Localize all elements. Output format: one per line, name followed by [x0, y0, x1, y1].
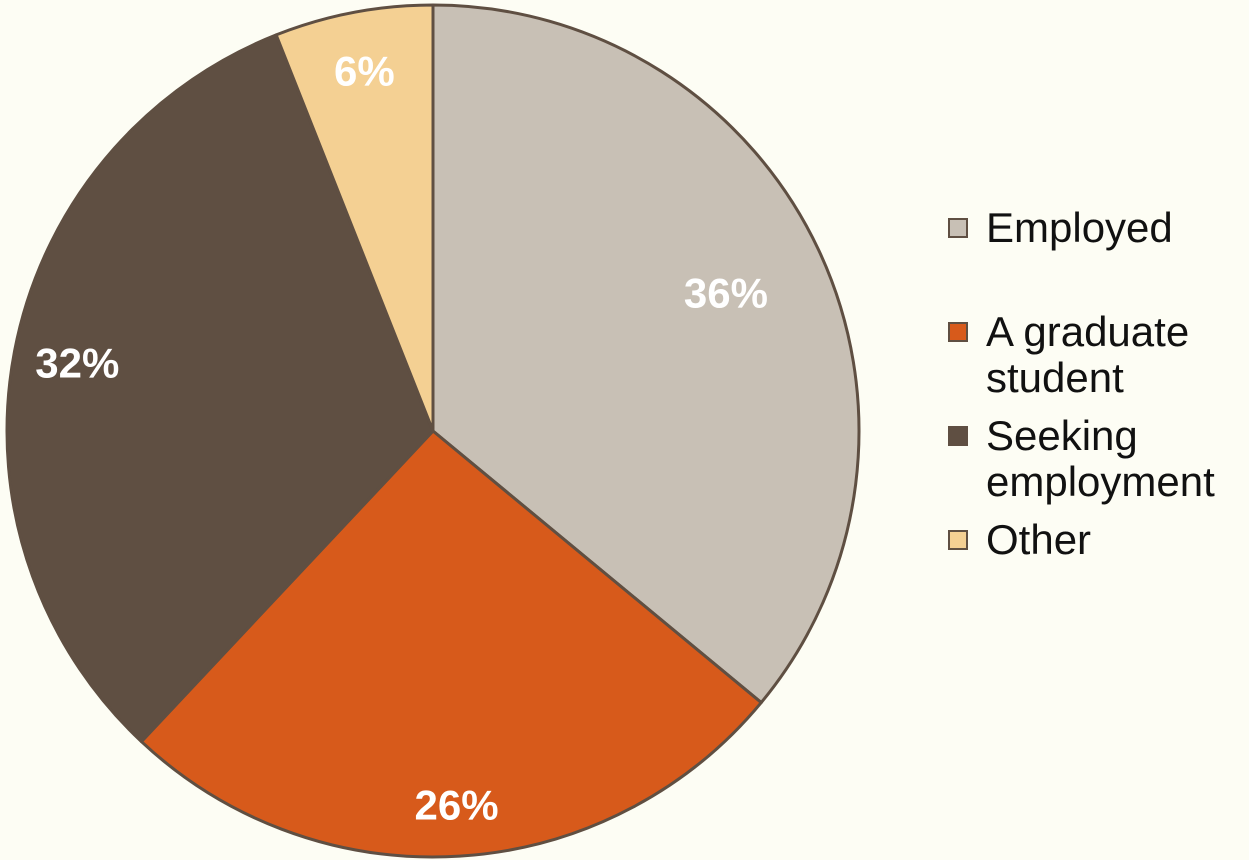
pie-slice-employed [431, 3, 861, 705]
legend-swatch-graduate-student [948, 322, 968, 342]
pie-slice-graduate-student [139, 429, 763, 859]
legend-item-seeking-employment: Seeking employment [948, 413, 1248, 505]
legend-label-employed: Employed [986, 204, 1173, 251]
legend: Employed A graduate student Seeking empl… [948, 205, 1248, 563]
legend-label-seeking-employment-line-2: employment [986, 458, 1215, 505]
legend-item-employed: Employed [948, 205, 1248, 251]
legend-swatch-employed [948, 218, 968, 238]
legend-label-graduate-student-line-2: student [986, 354, 1124, 401]
slice-label-seeking-employment: 32% [35, 340, 119, 387]
pie-slice-other [274, 3, 435, 433]
slice-label-employed: 36% [684, 270, 768, 317]
legend-item-graduate-student: A graduate student [948, 309, 1248, 401]
legend-swatch-other [948, 530, 968, 550]
legend-label-graduate-student-line-1: A graduate [986, 308, 1190, 355]
legend-label-other: Other [986, 516, 1092, 563]
pie-slice-seeking-employment [5, 33, 435, 744]
legend-swatch-seeking-employment [948, 426, 968, 446]
slice-label-graduate-student: 26% [415, 782, 499, 829]
slice-label-other: 6% [334, 48, 395, 95]
legend-item-other: Other [948, 517, 1248, 563]
pie-chart: 36% 26% 32% 6% [5, 3, 861, 859]
legend-label-seeking-employment-line-1: Seeking [986, 412, 1138, 459]
